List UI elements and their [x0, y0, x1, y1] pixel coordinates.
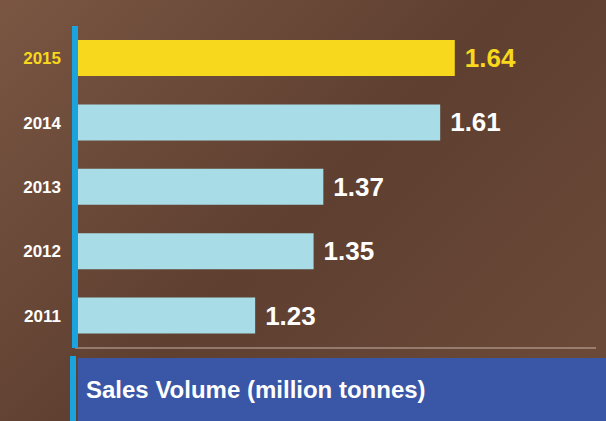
svg-text:2015: 2015: [23, 49, 61, 68]
svg-text:1.35: 1.35: [324, 236, 375, 266]
svg-text:2011: 2011: [24, 307, 61, 326]
svg-text:1.23: 1.23: [265, 301, 316, 331]
html-text:Sales Volume (million tonnes): Sales Volume (million tonnes): [86, 375, 426, 403]
svg-text:1.61: 1.61: [450, 107, 501, 137]
svg-text:2013: 2013: [23, 178, 61, 197]
svg-text:2012: 2012: [23, 242, 61, 261]
svg-text:1.37: 1.37: [333, 172, 384, 202]
svg-text:1.64: 1.64: [465, 43, 516, 73]
svg-text:2014: 2014: [23, 114, 61, 133]
